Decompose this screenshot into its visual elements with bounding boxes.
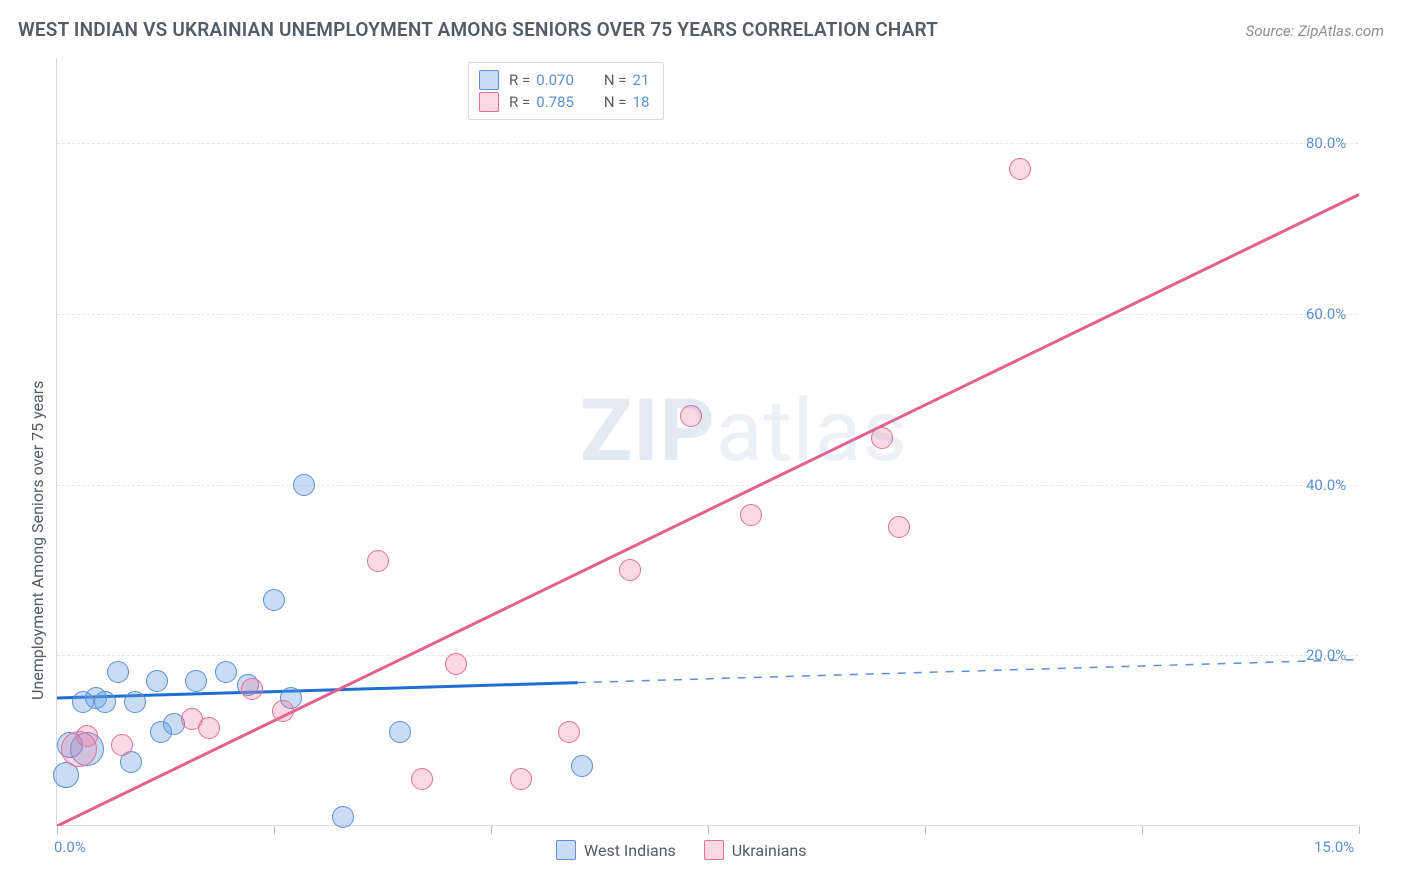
data-point [263,589,285,611]
data-point [94,691,116,713]
legend-series-label: Ukrainians [732,841,807,860]
trend-line-dashed-West Indians [578,660,1359,683]
legend-swatch [479,92,499,112]
data-point [411,768,433,790]
data-point [389,721,411,743]
data-point [146,670,168,692]
gridline [57,485,1358,486]
y-tick-label: 20.0% [1306,646,1346,664]
data-point [185,670,207,692]
plot-area [56,58,1358,826]
legend-stats: R =0.070 N =21 R =0.785 N =18 [468,62,664,120]
data-point [332,806,354,828]
data-point [111,734,133,756]
data-point [740,504,762,526]
legend-n: N =18 [604,91,650,113]
legend-series: West Indians Ukrainians [556,840,807,860]
legend-swatch [479,70,499,90]
x-tick-mark [57,826,58,834]
y-tick-label: 80.0% [1306,134,1346,152]
data-point [272,700,294,722]
data-point [198,717,220,739]
legend-swatch [704,840,724,860]
data-point [619,559,641,581]
data-point [888,516,910,538]
data-point [1009,158,1031,180]
chart-source: Source: ZipAtlas.com [1246,22,1384,40]
data-point [510,768,532,790]
data-point [571,755,593,777]
data-point [107,661,129,683]
data-point [367,550,389,572]
data-point [241,678,263,700]
legend-stat-row: R =0.785 N =18 [479,91,649,113]
chart-title: WEST INDIAN VS UKRAINIAN UNEMPLOYMENT AM… [18,18,938,41]
legend-series-item: Ukrainians [704,840,807,860]
legend-r: R =0.785 [509,91,574,113]
legend-stat-row: R =0.070 N =21 [479,69,649,91]
gridline [57,143,1358,144]
y-tick-label: 40.0% [1306,476,1346,494]
data-point [871,427,893,449]
data-point [124,691,146,713]
x-tick-mark [708,826,709,834]
legend-series-label: West Indians [584,841,676,860]
data-point [215,661,237,683]
trend-lines [57,58,1359,826]
data-point [558,721,580,743]
gridline [57,655,1358,656]
legend-n: N =21 [604,69,650,91]
y-axis-label: Unemployment Among Seniors over 75 years [28,381,47,700]
legend-series-item: West Indians [556,840,676,860]
data-point [293,474,315,496]
x-tick-mark [274,826,275,834]
x-tick-label-right: 15.0% [1314,838,1354,856]
x-tick-mark [1142,826,1143,834]
legend-r: R =0.070 [509,69,574,91]
x-tick-mark [491,826,492,834]
x-tick-mark [1359,826,1360,834]
x-tick-mark [925,826,926,834]
data-point [445,653,467,675]
data-point [76,725,98,747]
y-tick-label: 60.0% [1306,305,1346,323]
x-tick-label-left: 0.0% [54,838,86,856]
data-point [680,405,702,427]
gridline [57,314,1358,315]
trend-line-Ukrainians [57,195,1359,826]
legend-swatch [556,840,576,860]
